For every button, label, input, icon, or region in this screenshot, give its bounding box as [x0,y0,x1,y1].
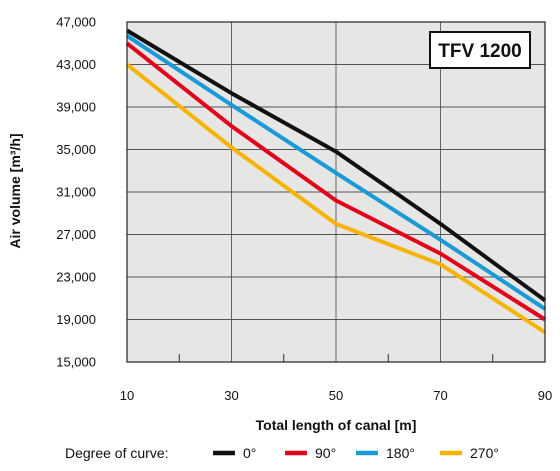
x-tick-label: 70 [433,388,447,403]
y-tick-label: 35,000 [56,142,96,157]
y-tick-label: 23,000 [56,270,96,285]
chart-title: TFV 1200 [438,41,521,62]
y-tick-label: 31,000 [56,185,96,200]
series-line-90deg [125,41,547,322]
legend-item-label: 0° [243,445,256,461]
y-axis-title: Air volume [m³/h] [7,133,23,248]
legend-item-label: 90° [315,445,336,461]
series-line-270deg [125,62,547,334]
legend-item-label: 270° [470,445,499,461]
x-axis-title: Total length of canal [m] [256,417,417,433]
legend-item-label: 180° [386,445,415,461]
x-tick-label: 90 [538,388,552,403]
series-line-0deg [125,28,547,303]
y-tick-labels: 15,000 19,000 23,000 27,000 31,000 35,000 39,0… [56,15,96,370]
x-tick-label: 10 [120,388,134,403]
y-tick-label: 15,000 [56,355,96,370]
series-lines [125,28,547,334]
legend: Degree of curve: 0° 90° 180° 270° [65,445,499,461]
y-tick-label: 27,000 [56,227,96,242]
series-line-180deg [125,34,547,311]
x-tick-label: 50 [329,388,343,403]
y-tick-label: 43,000 [56,57,96,72]
legend-label: Degree of curve: [65,445,169,461]
x-tick-label: 30 [224,388,238,403]
y-tick-label: 39,000 [56,100,96,115]
plot-border [126,21,546,363]
y-tick-label: 19,000 [56,312,96,327]
x-tick-labels: 10 30 50 70 90 [120,388,552,403]
y-tick-label: 47,000 [56,15,96,30]
chart-title-badge: TFV 1200 [429,31,531,69]
